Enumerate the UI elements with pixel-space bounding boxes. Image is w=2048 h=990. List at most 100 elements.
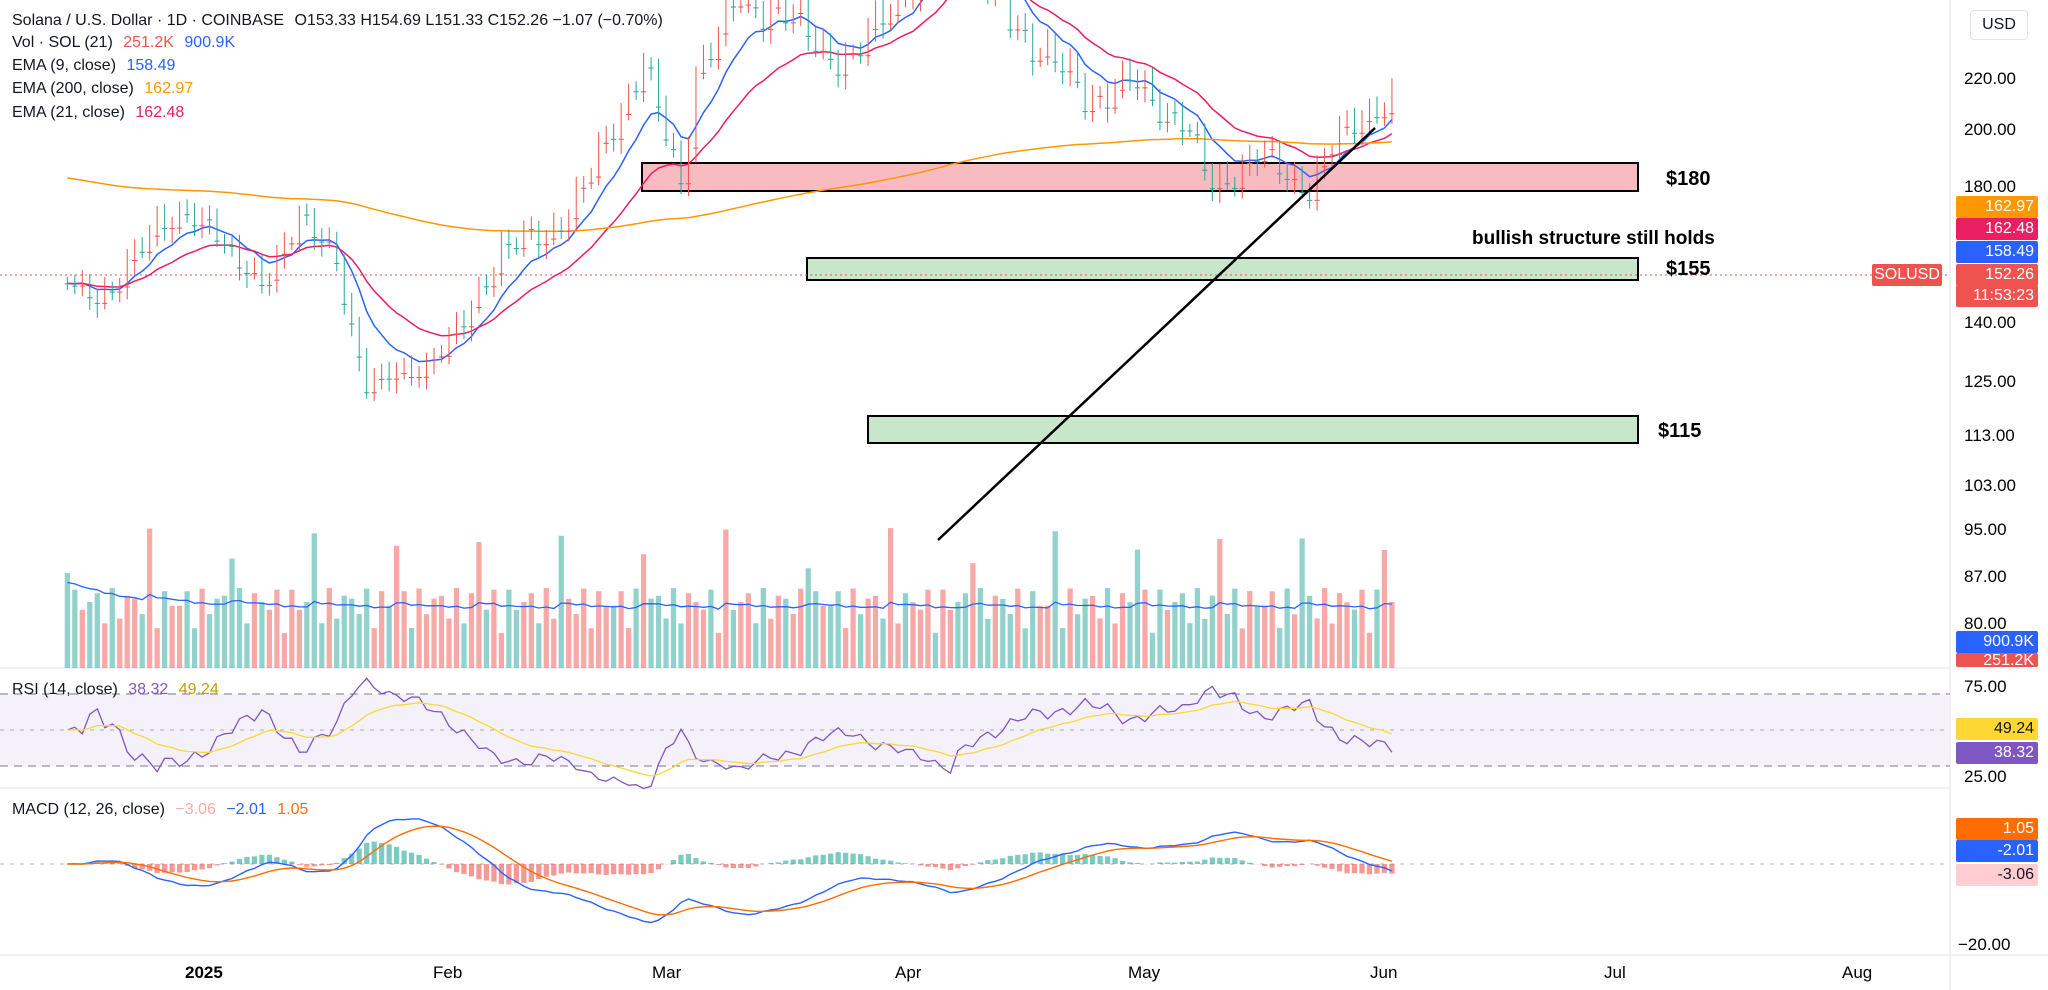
candle-body [1277,173,1283,175]
volume-bar [1247,591,1253,668]
rsi-tick: 75.00 [1964,677,2007,696]
macd-histogram-bar [745,864,751,868]
macd-histogram-bar [221,863,228,864]
candle-body [341,303,347,305]
macd-histogram-bar [191,864,198,871]
volume-bar [775,595,781,668]
candle-body [394,378,400,380]
volume-bar [1089,595,1096,668]
volume-bar [872,595,879,668]
macd-histogram-bar [506,864,512,885]
candle-body [221,244,228,246]
macd-histogram-bar [423,858,430,864]
macd-histogram-bar [700,861,707,864]
volume-bar [640,554,647,668]
volume-bar [648,598,654,668]
volume-bar [536,623,542,668]
macd-histogram-bar [648,864,654,874]
countdown-tag: 11:53:23 [1956,285,2038,307]
candle-body [199,225,205,227]
macd-histogram-bar [1232,858,1238,864]
rsi-legend[interactable]: RSI (14, close) 38.32 49.24 [12,681,225,699]
macd-histogram-bar [379,843,385,864]
volume-bar [124,595,130,668]
candle-body [259,285,265,287]
candle-body [1015,29,1021,31]
ema21-legend[interactable]: EMA (21, close) 162.48 [12,104,190,122]
macd-histogram-bar [491,864,497,882]
macd-legend[interactable]: MACD (12, 26, close) −3.06 −2.01 1.05 [12,801,314,819]
macd-histogram-bar [326,864,332,865]
macd-histogram-bar [843,852,849,864]
volume-bar [1052,531,1058,668]
macd-histogram-bar [850,853,856,864]
macd-histogram-bar [813,855,819,864]
rsi-line [67,677,1393,790]
volume-bar [281,632,287,668]
candle-body [416,377,422,379]
volume-bar [820,605,826,668]
volume-bar [1112,623,1118,668]
macd-histogram-bar [1389,864,1395,874]
macd-histogram-bar [1217,857,1223,864]
currency-button[interactable]: USD [1970,10,2028,40]
volume-bar [1045,605,1051,668]
volume-bar [655,595,662,668]
macd-histogram-bar [1112,858,1118,864]
vol-legend[interactable]: Vol · SOL (21) 251.2K 900.9K [12,34,241,52]
macd-histogram-bar [296,864,302,865]
candle-body [738,6,744,8]
macd-lines [67,818,1395,924]
macd-histogram-bar [588,864,594,874]
volume-bar [72,589,78,668]
macd-histogram-bar [304,864,310,867]
macd-histogram-bar [625,864,632,875]
candle-body [1112,107,1118,109]
macd-histogram-bar [289,861,295,864]
volume-bar [132,598,138,668]
candle-body [1306,199,1313,201]
macd-histogram-bar [356,848,362,864]
macd-histogram-bar [446,864,452,869]
volume-bar [790,613,796,668]
candle-body [760,28,766,30]
macd-histogram-bar [887,860,894,864]
volume-bar [289,589,295,668]
price-tick: 80.00 [1964,614,2007,633]
candle-body [820,50,826,52]
volume-bar [618,591,624,668]
volume-bar [835,591,841,668]
symbol-title[interactable]: Solana / U.S. Dollar · 1D · COINBASE [12,12,285,29]
candle-body [214,240,220,242]
candle-body [1149,99,1156,101]
ema200-legend[interactable]: EMA (200, close) 162.97 [12,80,199,98]
candle-body [491,286,497,288]
macd-histogram-bar [895,862,901,864]
candle-body [1232,187,1238,189]
volume-bar [408,628,415,668]
volume-bar [259,602,265,668]
candle-body [1045,56,1051,58]
symbol-tag: SOLUSD [1872,264,1942,286]
macd-histogram-bar [528,864,534,882]
volume-bar [992,595,998,668]
candle-body [551,238,557,240]
price-tick: 200.00 [1964,120,2016,139]
candle-body [364,392,370,394]
macd-histogram-bar [536,864,542,880]
volume-bar [326,588,332,668]
volume-bar [1262,605,1268,668]
candle-body [1284,178,1290,180]
volume-bar [566,598,572,668]
macd-histogram-bar [416,854,422,864]
candle-body [132,259,138,261]
candle-body [528,229,534,231]
ema9-legend[interactable]: EMA (9, close) 158.49 [12,57,181,75]
volume-bar [850,588,856,668]
macd-histogram-bar [633,864,639,875]
candle-body [1060,71,1066,73]
volume-bar [798,588,804,668]
volume-bar [1277,627,1283,668]
volume-bar [1336,593,1343,668]
volume-bar [154,628,160,668]
